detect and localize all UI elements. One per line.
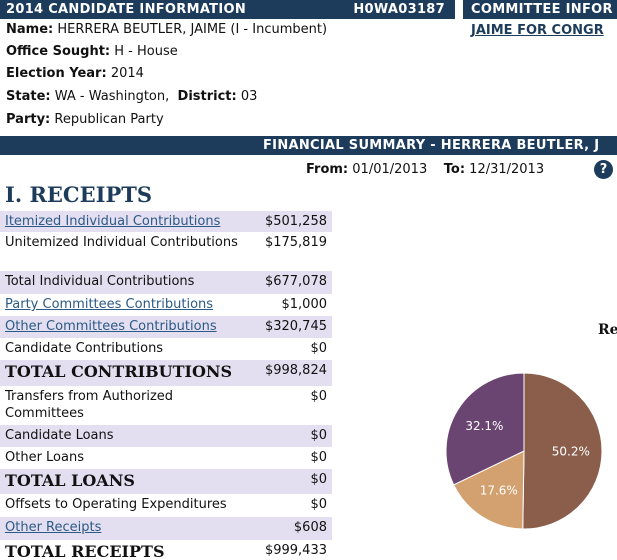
section-title: I. RECEIPTS (5, 182, 153, 207)
candidate-header: 2014 CANDIDATE INFORMATION H0WA03187 (0, 0, 455, 19)
year-field: Election Year: 2014 (6, 63, 144, 85)
value: 03 (240, 89, 258, 104)
row-label: Candidate Contributions (5, 341, 164, 356)
value: 2014 (110, 66, 144, 81)
candidate-id: H0WA03187 (353, 2, 445, 17)
row-amount: $0 (310, 341, 327, 356)
pie-slice (522, 372, 603, 530)
label: State: (6, 89, 51, 104)
row-amount: $175,819 (264, 235, 327, 250)
label: From: (306, 162, 349, 177)
receipt-row: Candidate Loans $0 (0, 425, 332, 447)
label: Election Year: (6, 66, 107, 81)
pie-slice (445, 372, 525, 486)
row-link[interactable]: Itemized Individual Contributions (5, 214, 221, 229)
row-amount: $0 (310, 497, 327, 512)
row-amount: $501,258 (264, 214, 327, 229)
receipt-row: Offsets to Operating Expenditures $0 (0, 494, 332, 517)
chart-title: Re (598, 322, 617, 338)
slice-label: 32.1% (465, 419, 503, 433)
receipt-row: Total Individual Contributions $677,078 (0, 271, 332, 294)
row-amount: $0 (310, 389, 327, 404)
office-field: Office Sought: H - House (6, 41, 178, 63)
committee-link[interactable]: JAIME FOR CONGR (471, 23, 604, 38)
row-label: Total Individual Contributions (5, 274, 195, 289)
receipt-row: Party Committees Contributions $1,000 (0, 294, 332, 316)
summary-title: FINANCIAL SUMMARY - HERRERA BEUTLER, J (263, 138, 600, 153)
receipt-row: Transfers from Authorized Committees $0 (0, 386, 332, 425)
receipt-row: Itemized Individual Contributions $501,25… (0, 211, 332, 232)
row-label: Other Loans (5, 450, 84, 465)
slice-label: 50.2% (552, 444, 590, 458)
receipt-row: Unitemized Individual Contributions $175,… (0, 232, 332, 271)
receipt-row: Candidate Contributions $0 (0, 338, 332, 360)
row-label: Candidate Loans (5, 428, 114, 443)
label: Office Sought: (6, 44, 111, 59)
row-amount: $1,000 (281, 297, 328, 312)
state-field: State: WA - Washington, District: 03 (6, 86, 257, 108)
label: To: (443, 162, 466, 177)
label: District: (177, 89, 237, 104)
row-label: TOTAL LOANS (5, 471, 135, 490)
pie-chart: 50.2% 17.6% 32.1% (445, 372, 603, 530)
row-link[interactable]: Party Committees Contributions (5, 297, 214, 312)
value: 12/31/2013 (469, 162, 545, 177)
party-field: Party: Republican Party (6, 109, 164, 131)
row-label: Transfers from Authorized Committees (5, 389, 174, 421)
row-amount: $608 (293, 520, 327, 535)
value: H - House (114, 44, 178, 59)
name-field: Name: HERRERA BEUTLER, JAIME (I - Incumb… (6, 19, 327, 41)
help-icon[interactable]: ? (594, 160, 613, 179)
row-amount: $677,078 (264, 274, 327, 289)
receipt-row: TOTAL CONTRIBUTIONS $998,824 (0, 360, 332, 386)
value: HERRERA BEUTLER, JAIME (I - Incumbent) (57, 22, 328, 37)
date-range: From: 01/01/2013 To: 12/31/2013 (306, 160, 544, 180)
row-label: TOTAL CONTRIBUTIONS (5, 362, 233, 381)
row-label: TOTAL RECEIPTS (5, 542, 165, 560)
summary-bar: FINANCIAL SUMMARY - HERRERA BEUTLER, J (0, 136, 617, 155)
row-amount: $998,824 (264, 363, 327, 378)
committee-header: COMMITTEE INFOR (463, 0, 617, 19)
label: Party: (6, 112, 51, 127)
row-amount: $0 (310, 472, 327, 487)
row-amount: $999,433 (264, 543, 327, 558)
receipt-row: Other Receipts $608 (0, 517, 332, 540)
row-amount: $0 (310, 450, 327, 465)
receipt-row: Other Committees Contributions $320,745 (0, 316, 332, 338)
pie-slice (453, 450, 525, 530)
value: 01/01/2013 (352, 162, 428, 177)
receipt-row: TOTAL RECEIPTS $999,433 (0, 540, 332, 560)
row-label: Unitemized Individual Contributions (5, 235, 238, 250)
row-amount: $0 (310, 428, 327, 443)
row-link[interactable]: Other Committees Contributions (5, 319, 217, 334)
header-text: 2014 CANDIDATE INFORMATION (6, 2, 247, 17)
label: Name: (6, 22, 54, 37)
header-text: COMMITTEE INFOR (471, 2, 613, 17)
row-label: Offsets to Operating Expenditures (5, 497, 227, 512)
value: WA - Washington, (54, 89, 170, 104)
receipt-row: Other Loans $0 (0, 447, 332, 469)
value: Republican Party (54, 112, 164, 127)
slice-label: 17.6% (480, 483, 518, 497)
receipt-row: TOTAL LOANS $0 (0, 469, 332, 494)
row-link[interactable]: Other Receipts (5, 520, 102, 535)
row-amount: $320,745 (264, 319, 327, 334)
